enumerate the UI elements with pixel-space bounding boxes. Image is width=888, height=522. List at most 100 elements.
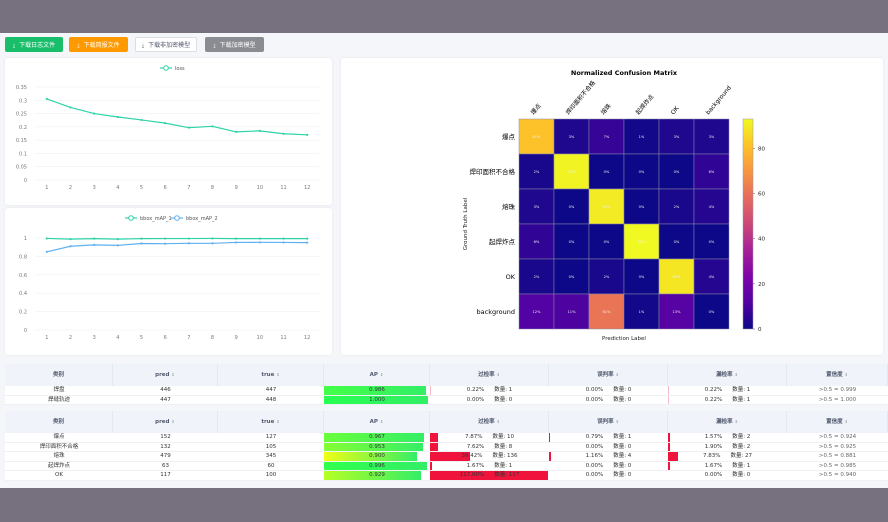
cell-label: 0% <box>569 240 575 244</box>
cell-ap: 0.953 <box>324 442 430 453</box>
download-button-0[interactable]: ⤓ 下载日志文件 <box>5 37 63 52</box>
data-point <box>306 241 309 244</box>
over-rate: 7.62% <box>466 443 485 450</box>
data-point <box>93 237 96 240</box>
sort-icon[interactable]: ⇕ <box>844 419 848 424</box>
data-point <box>211 125 214 128</box>
column-header[interactable]: 过检率 ⇕ <box>430 364 549 386</box>
download-button-2[interactable]: ⤓ 下载非加密模型 <box>135 37 197 52</box>
ap-bar <box>324 442 423 452</box>
summary-table-2: 类别 pred ⇕ true ⇕ AP ⇕ 过检率 ⇕ 误判率 ⇕ 漏检率 ⇕ 置信度 ⇕ 爆点 152 127 0… <box>5 411 888 481</box>
y-tick-label: 1 <box>24 236 27 242</box>
cell-label: 11% <box>568 310 577 314</box>
mis-bar <box>549 433 551 442</box>
column-header[interactable]: AP ⇕ <box>324 411 430 433</box>
button-label: 下载简报文件 <box>83 42 120 49</box>
data-point <box>235 130 238 134</box>
column-header[interactable]: 过检率 ⇕ <box>430 411 549 433</box>
y-tick-label: 0 <box>24 328 27 334</box>
sort-icon[interactable]: ⇕ <box>615 372 619 377</box>
miss-count: 数量: 1 <box>732 396 751 403</box>
colorbar-tick-label: 0 <box>758 327 762 333</box>
column-header[interactable]: true ⇕ <box>218 364 324 386</box>
colorbar-tick-label: 40 <box>758 237 765 243</box>
over-rate: 39.42% <box>461 453 483 460</box>
data-point <box>45 250 48 253</box>
ap-bar <box>324 452 418 461</box>
data-point <box>235 237 238 240</box>
mis-rate: 1.16% <box>585 453 604 460</box>
y-axis-label: Ground Truth Label <box>463 197 469 250</box>
column-header[interactable]: 误判率 ⇕ <box>549 364 668 386</box>
data-point <box>187 237 190 240</box>
heatmap-cell <box>623 293 660 330</box>
cell-label: 0% <box>674 240 680 244</box>
over-bar <box>430 452 470 461</box>
x-class-label: background <box>705 84 733 116</box>
download-button-3[interactable]: ⤓ 下载加密模型 <box>205 37 264 52</box>
column-header[interactable]: 置信度 ⇕ <box>787 411 888 433</box>
header-label: 类别 <box>52 372 64 378</box>
column-header[interactable]: AP ⇕ <box>324 364 430 386</box>
heatmap-cell <box>553 188 590 225</box>
x-tick-label: 7 <box>187 335 190 341</box>
header-label: pred <box>155 419 170 425</box>
column-header[interactable]: 漏检率 ⇕ <box>668 364 787 386</box>
download-button-1[interactable]: ⤓ 下载简报文件 <box>69 37 128 52</box>
column-header[interactable]: pred ⇕ <box>113 411 218 433</box>
ap-value: 0.967 <box>369 434 385 440</box>
column-header[interactable]: 漏检率 ⇕ <box>668 411 787 433</box>
heatmap-cell <box>623 258 660 295</box>
heatmap-cell <box>623 118 660 155</box>
cell-pred: 479 <box>113 452 218 462</box>
over-count: 数量: 136 <box>492 453 518 460</box>
over-rate: 1.67% <box>466 462 485 469</box>
heatmap-cell <box>588 153 625 190</box>
sort-icon[interactable]: ⇕ <box>844 372 848 377</box>
sort-icon[interactable]: ⇕ <box>734 372 738 377</box>
cell-ap: 0.967 <box>324 433 430 443</box>
sort-icon[interactable]: ⇕ <box>379 419 384 424</box>
heatmap-cell <box>518 223 555 260</box>
over-count: 数量: 1 <box>494 462 513 469</box>
mis-count: 数量: 0 <box>613 443 632 450</box>
column-header[interactable]: pred ⇕ <box>113 364 218 386</box>
cell-mis: 0.00% 数量: 0 <box>549 443 668 453</box>
data-point <box>282 237 285 240</box>
sort-icon[interactable]: ⇕ <box>496 372 500 377</box>
y-class-label: 焊印面积不合格 <box>470 167 516 176</box>
x-tick-label: 11 <box>280 185 286 191</box>
column-header[interactable]: 误判率 ⇕ <box>549 411 668 433</box>
cell-over: 7.62% 数量: 8 <box>430 442 549 453</box>
sort-icon[interactable]: ⇕ <box>171 419 175 424</box>
column-header[interactable]: true ⇕ <box>218 411 324 433</box>
mis-rate: 0.79% <box>585 434 604 440</box>
confusion-matrix-card: Normalized Confusion Matrix 81% 3% 7% 1% 3% 3%… <box>341 58 883 355</box>
cell-pred: 63 <box>113 462 218 472</box>
header-label: AP <box>369 372 378 378</box>
column-header[interactable]: 置信度 ⇕ <box>787 364 888 386</box>
miss-rate: 0.00% <box>704 472 723 479</box>
x-tick-label: 2 <box>69 335 72 341</box>
sort-icon[interactable]: ⇕ <box>379 372 384 377</box>
ap-value: 0.929 <box>369 472 385 479</box>
sort-icon[interactable]: ⇕ <box>276 372 280 377</box>
sort-icon[interactable]: ⇕ <box>276 419 280 424</box>
sort-icon[interactable]: ⇕ <box>171 372 175 377</box>
sort-icon[interactable]: ⇕ <box>734 419 738 424</box>
cell-confidence: >0.5 = 0.881 <box>787 452 888 462</box>
heatmap-cell <box>623 153 660 190</box>
miss-rate: 1.67% <box>704 462 723 469</box>
column-header[interactable]: 类别 <box>5 364 113 386</box>
over-rate: 0.00% <box>466 396 485 403</box>
top-bar <box>0 0 888 33</box>
cell-over: 7.87% 数量: 10 <box>430 433 549 443</box>
x-class-label: 起焊炸点 <box>634 93 656 117</box>
miss-rate: 0.22% <box>704 387 723 393</box>
sort-icon[interactable]: ⇕ <box>496 419 500 424</box>
table-row: OK 117 100 0.929 117.00% 数量: 117 0.00% 数量: 0 0.0… <box>5 471 888 481</box>
sort-icon[interactable]: ⇕ <box>615 419 619 424</box>
miss-count: 数量: 2 <box>732 443 751 450</box>
column-header[interactable]: 类别 <box>5 411 113 433</box>
x-tick-label: 4 <box>116 335 119 341</box>
